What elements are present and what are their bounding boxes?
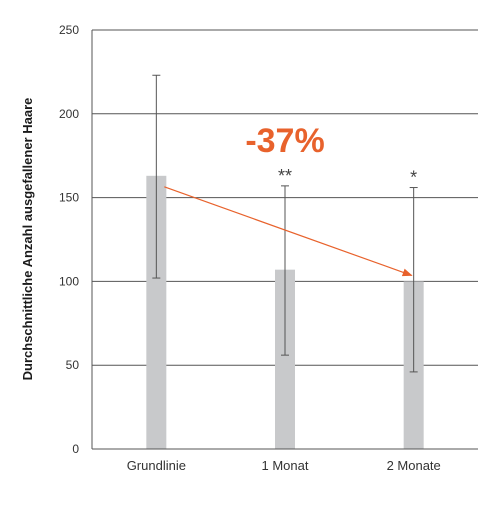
- bar: [146, 175, 167, 449]
- axes: [91, 30, 478, 450]
- bar: [275, 269, 295, 449]
- error-bars: [152, 74, 418, 373]
- significance-markers: ** *: [278, 166, 417, 188]
- x-tick-label: Grundlinie: [127, 458, 186, 473]
- annotation: -37%: [164, 122, 413, 277]
- x-tick-label: 2 Monate: [387, 458, 441, 473]
- y-axis-ticks: 0 50 100 150 200 250: [59, 23, 79, 456]
- decrease-percentage-label: -37%: [245, 122, 324, 160]
- decrease-arrow: [164, 186, 413, 277]
- x-axis-ticks: Grundlinie 1 Monat 2 Monate: [127, 458, 441, 473]
- y-tick-label: 0: [72, 442, 79, 456]
- y-tick-label: 100: [59, 274, 79, 288]
- y-tick-label: 50: [66, 358, 80, 372]
- y-tick-label: 250: [59, 23, 79, 37]
- y-tick-label: 200: [59, 107, 79, 121]
- significance-marker: **: [278, 166, 292, 186]
- y-axis-label: Durchschnittliche Anzahl ausgefallener H…: [20, 98, 35, 381]
- y-tick-label: 150: [59, 191, 79, 205]
- x-tick-label: 1 Monat: [262, 458, 309, 473]
- significance-marker: *: [410, 168, 417, 188]
